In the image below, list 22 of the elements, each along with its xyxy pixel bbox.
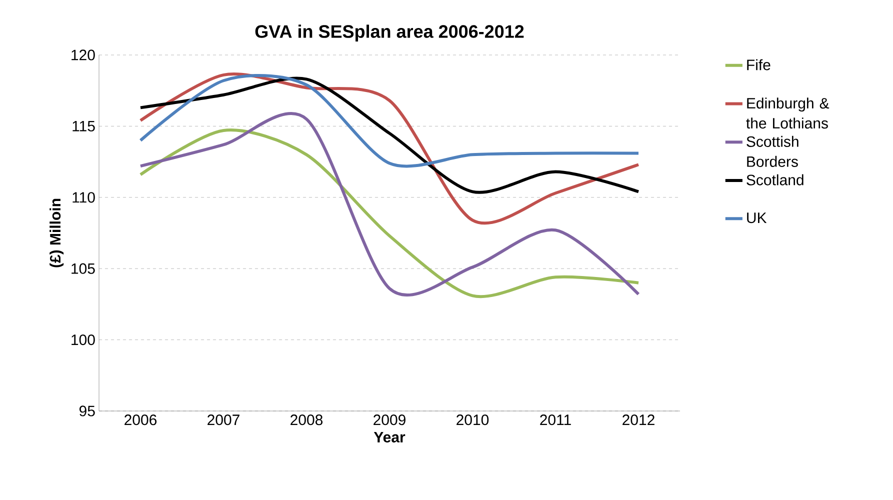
y-tick-label: 95 xyxy=(79,406,95,416)
legend-label: Scottish Borders xyxy=(746,136,798,167)
legend-label: Scotland xyxy=(746,174,804,186)
y-tick-label: 110 xyxy=(72,192,95,203)
x-tick-label: 2009 xyxy=(374,414,406,426)
y-tick-label: 115 xyxy=(72,120,95,132)
x-axis-title: Year xyxy=(374,432,406,442)
legend-label: Edinburgh & the Lothians xyxy=(746,98,830,129)
x-tick-label: 2010 xyxy=(456,414,489,426)
x-tick-label: 2012 xyxy=(622,414,654,426)
legend-label: UK xyxy=(747,212,767,224)
y-axis-title: (£) Milloin xyxy=(50,198,64,268)
line-series xyxy=(139,76,640,194)
y-tick-label: 120 xyxy=(72,50,95,60)
x-tick-label: 2006 xyxy=(124,414,157,426)
x-tick-label: 2011 xyxy=(540,414,571,426)
y-tick-label: 105 xyxy=(72,263,95,274)
y-tick-label: 100 xyxy=(72,334,95,346)
x-tick-label: 2008 xyxy=(290,414,323,426)
x-tick-label: 2007 xyxy=(208,414,240,426)
chart-title: GVA in SESplan area 2006-2012 xyxy=(255,24,524,42)
legend-label: Fife xyxy=(747,59,770,70)
